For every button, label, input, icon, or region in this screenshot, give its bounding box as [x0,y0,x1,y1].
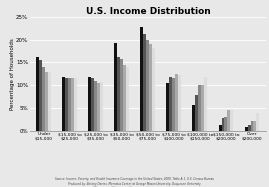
Bar [193,105,196,131]
Y-axis label: Percentage of Households: Percentage of Households [10,38,15,110]
Bar [62,77,65,131]
Bar [221,118,225,131]
Bar [143,34,146,131]
Bar [178,75,182,131]
Bar [204,77,207,131]
Bar [36,56,40,131]
Text: Source: Income, Poverty, and Health Insurance Coverage in the United States: 200: Source: Income, Poverty, and Health Insu… [55,177,214,186]
Bar [68,78,71,131]
Bar [43,67,45,131]
Bar [71,78,75,131]
Bar [253,121,256,131]
Bar [150,44,153,131]
Bar [169,77,172,131]
Bar [45,72,48,131]
Bar [247,125,250,131]
Bar [231,110,233,131]
Bar [121,59,123,131]
Legend: 1970, 1980, 1990, 2000, 2009: 1970, 1980, 1990, 2000, 2009 [91,185,181,187]
Bar [225,117,228,131]
Bar [196,95,199,131]
Bar [126,67,129,131]
Bar [250,121,253,131]
Bar [153,48,155,131]
Bar [123,65,126,131]
Bar [228,110,231,131]
Bar [40,60,43,131]
Bar [118,57,121,131]
Bar [201,85,204,131]
Bar [218,125,221,131]
Bar [245,127,247,131]
Bar [199,85,201,131]
Bar [100,82,103,131]
Bar [167,83,169,131]
Bar [91,78,94,131]
Bar [97,82,100,131]
Bar [48,73,51,131]
Bar [89,77,91,131]
Bar [256,113,260,131]
Title: U.S. Income Distribution: U.S. Income Distribution [86,7,210,16]
Bar [94,81,97,131]
Bar [175,74,178,131]
Bar [114,43,118,131]
Bar [65,78,68,131]
Bar [75,78,77,131]
Bar [172,78,175,131]
Bar [146,40,150,131]
Bar [140,27,143,131]
